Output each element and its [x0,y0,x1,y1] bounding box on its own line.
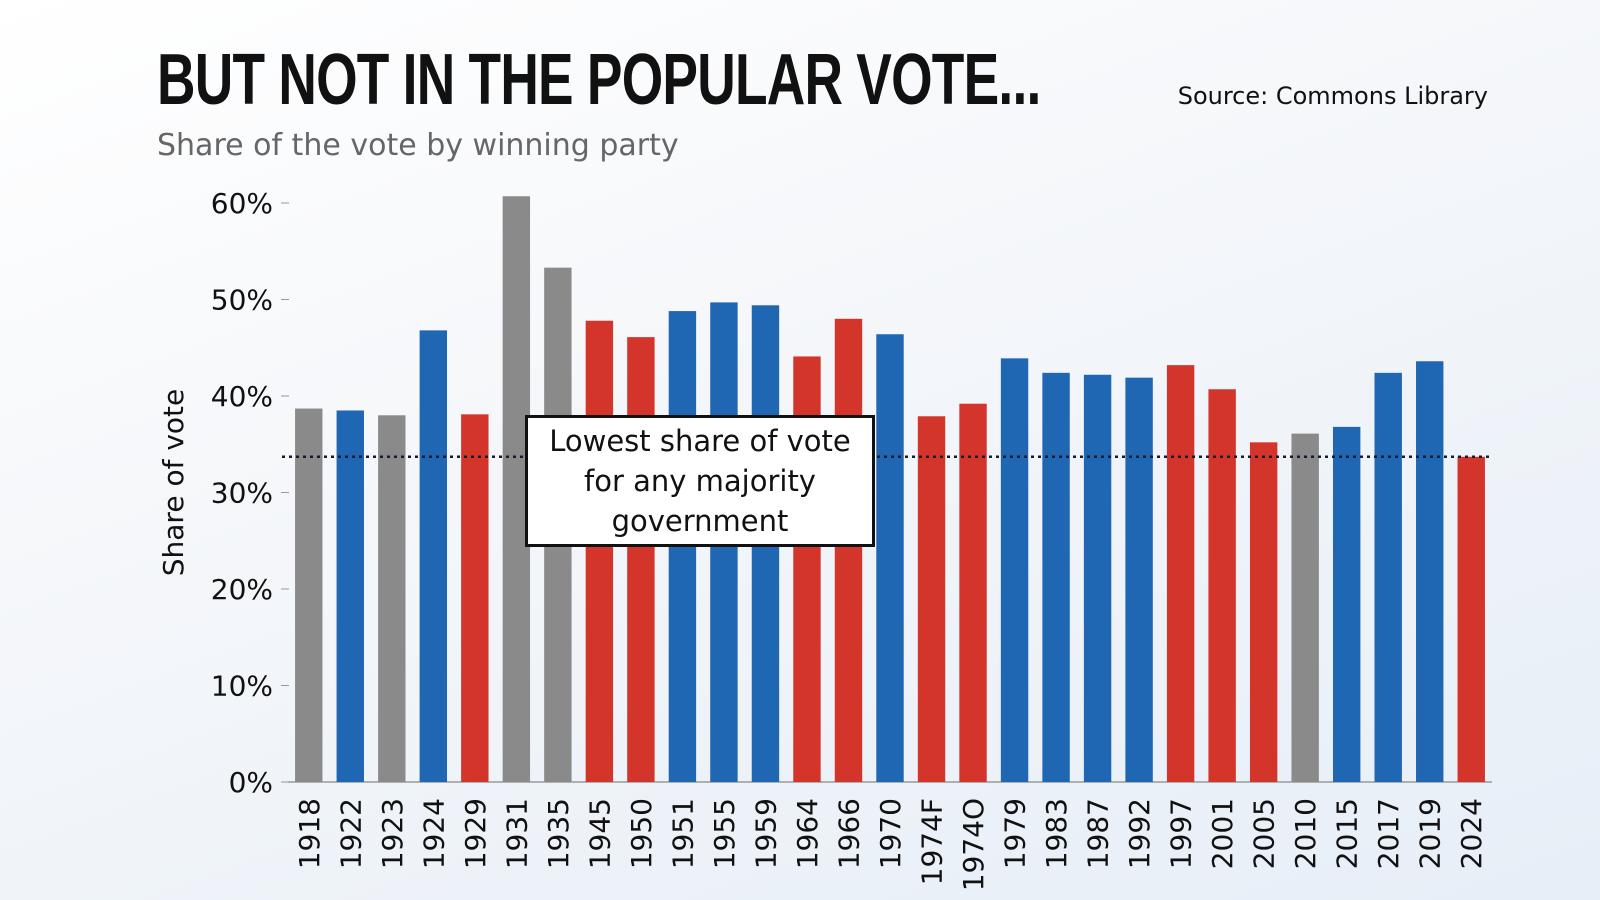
x-tick-label: 1974O [957,798,990,891]
x-tick-label: 1950 [625,798,658,869]
y-axis-label: Share of vote [157,389,190,577]
bar-1970 [876,334,904,782]
x-tick-label: 2010 [1289,798,1322,869]
x-tick-label: 1992 [1123,798,1156,869]
x-tick-label: 1935 [542,798,575,869]
annotation-box: Lowest share of vote for any majority go… [525,415,875,547]
x-tick-label: 1979 [999,798,1032,869]
x-tick-label: 1987 [1082,798,1115,869]
x-tick-label: 1918 [293,798,326,869]
bar-1950 [627,337,655,782]
bar-1922 [336,410,364,782]
bar-2019 [1416,361,1444,782]
x-tick-label: 1970 [874,798,907,869]
x-tick-label: 1931 [500,798,533,869]
bar-1992 [1125,377,1153,782]
bar-2015 [1332,426,1361,782]
chart-title: BUT NOT IN THE POPULAR VOTE... [157,40,1041,120]
x-tick-label: 2001 [1206,798,1239,869]
x-tick-label: 1929 [459,798,492,869]
bar-2024 [1457,456,1485,782]
bar-1945 [585,320,614,782]
x-tick-label: 2017 [1372,798,1405,869]
bar-1923 [378,415,406,782]
bar-1997 [1166,365,1195,782]
annotation-text: Lowest share of vote for any majority go… [549,424,851,538]
bar-1974F [917,416,946,782]
y-tick-label: 50% [211,284,273,317]
bar-1983 [1042,372,1070,782]
x-tick-label: 1966 [832,798,865,869]
x-tick-label: 1983 [1040,798,1073,869]
bar-2001 [1208,389,1236,782]
bar-1987 [1083,374,1112,782]
y-tick-label: 40% [211,380,273,413]
y-tick-label: 20% [211,573,273,606]
x-tick-label: 1959 [749,798,782,869]
x-tick-label: 1974F [916,798,949,885]
source-note: Source: Commons Library [1177,82,1488,110]
bar-1924 [419,330,448,782]
bar-1979 [1000,358,1029,782]
y-axis: 0% 10% 20% 30% 40% 50% 60% [211,187,1492,799]
y-tick-label: 30% [211,477,273,510]
x-tick-label: 1997 [1165,798,1198,869]
y-tick-label: 0% [229,766,273,799]
y-tick-label: 10% [211,670,273,703]
y-tick-label: 60% [211,187,273,220]
bar-1966 [834,318,863,782]
x-tick-label: 2024 [1455,798,1488,869]
x-tick-label: 1964 [791,798,824,869]
x-tick-label: 2015 [1331,798,1364,869]
bar-1918 [295,408,323,782]
x-tick-label: 1922 [334,798,367,869]
bar-2017 [1374,372,1402,782]
x-tick-label: 1951 [666,798,699,869]
x-tick-label: 2005 [1248,798,1281,869]
bar-1974O [959,403,987,782]
x-tick-label: 1945 [583,798,616,869]
bar-2005 [1249,442,1278,782]
bar-1929 [461,414,489,782]
bars [282,196,1492,782]
x-axis: 1918 1922 1923 1924 1929 1931 1935 1945 1950 1951… [293,798,1488,891]
x-tick-label: 2019 [1414,798,1447,869]
bar-2010 [1291,433,1319,782]
x-tick-label: 1924 [417,798,450,869]
chart-subtitle: Share of the vote by winning party [157,128,679,163]
x-tick-label: 1955 [708,798,741,869]
x-tick-label: 1923 [376,798,409,869]
